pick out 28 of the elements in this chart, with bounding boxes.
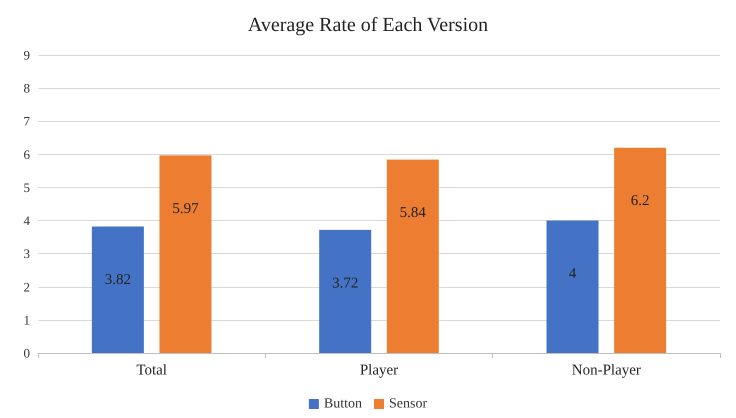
data-label: 6.2 [630, 193, 650, 210]
y-tick-label: 5 [24, 180, 30, 195]
y-tick-label: 2 [24, 279, 30, 294]
legend-label: Sensor [389, 396, 428, 412]
bar [159, 155, 212, 353]
y-tick-label: 9 [24, 48, 30, 62]
bar [92, 226, 144, 353]
data-label: 4 [568, 266, 577, 282]
data-label: 3.72 [332, 275, 358, 292]
x-tick-label: Total [136, 362, 167, 378]
bar [319, 230, 372, 353]
y-tick-label: 7 [24, 114, 30, 129]
data-label: 5.97 [172, 200, 200, 217]
chart-title: Average Rate of Each Version [248, 14, 488, 36]
y-tick-label: 3 [24, 246, 30, 262]
y-tick-label: 8 [24, 80, 30, 96]
x-tick-label: Non-Player [572, 362, 641, 378]
data-label: 5.84 [400, 205, 426, 222]
bar [614, 148, 666, 353]
legend-label: Button [324, 396, 362, 412]
bar [546, 220, 599, 353]
y-tick-label: 1 [24, 312, 30, 328]
y-tick-label: 0 [24, 346, 30, 360]
y-tick-label: 4 [24, 213, 30, 228]
bar [386, 160, 439, 353]
data-label: 3.82 [104, 272, 131, 288]
x-tick-label: Player [360, 362, 398, 378]
y-tick-label: 6 [24, 146, 30, 162]
